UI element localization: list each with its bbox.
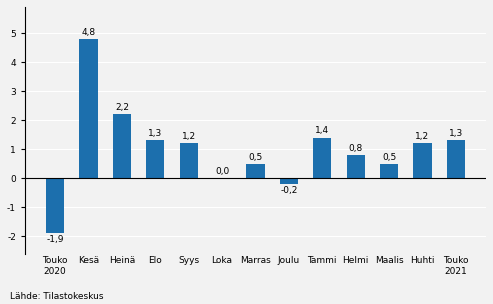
Text: 1,4: 1,4 bbox=[315, 126, 329, 136]
Text: 1,3: 1,3 bbox=[148, 130, 162, 138]
Text: 2,2: 2,2 bbox=[115, 103, 129, 112]
Bar bbox=[246, 164, 265, 178]
Bar bbox=[280, 178, 298, 184]
Bar bbox=[413, 143, 432, 178]
Text: 0,8: 0,8 bbox=[349, 144, 363, 153]
Text: -0,2: -0,2 bbox=[280, 186, 298, 195]
Text: 0,5: 0,5 bbox=[382, 153, 396, 162]
Bar bbox=[447, 140, 465, 178]
Bar bbox=[179, 143, 198, 178]
Bar bbox=[347, 155, 365, 178]
Text: 0,0: 0,0 bbox=[215, 167, 229, 176]
Text: 4,8: 4,8 bbox=[81, 28, 96, 37]
Text: 1,3: 1,3 bbox=[449, 130, 463, 138]
Bar bbox=[46, 178, 64, 233]
Text: 1,2: 1,2 bbox=[416, 132, 429, 141]
Text: -1,9: -1,9 bbox=[46, 235, 64, 244]
Text: Lähde: Tilastokeskus: Lähde: Tilastokeskus bbox=[10, 292, 104, 301]
Bar bbox=[380, 164, 398, 178]
Text: 0,5: 0,5 bbox=[248, 153, 263, 162]
Bar bbox=[113, 114, 131, 178]
Text: 1,2: 1,2 bbox=[181, 132, 196, 141]
Bar bbox=[146, 140, 165, 178]
Bar bbox=[313, 137, 331, 178]
Bar bbox=[79, 39, 98, 178]
